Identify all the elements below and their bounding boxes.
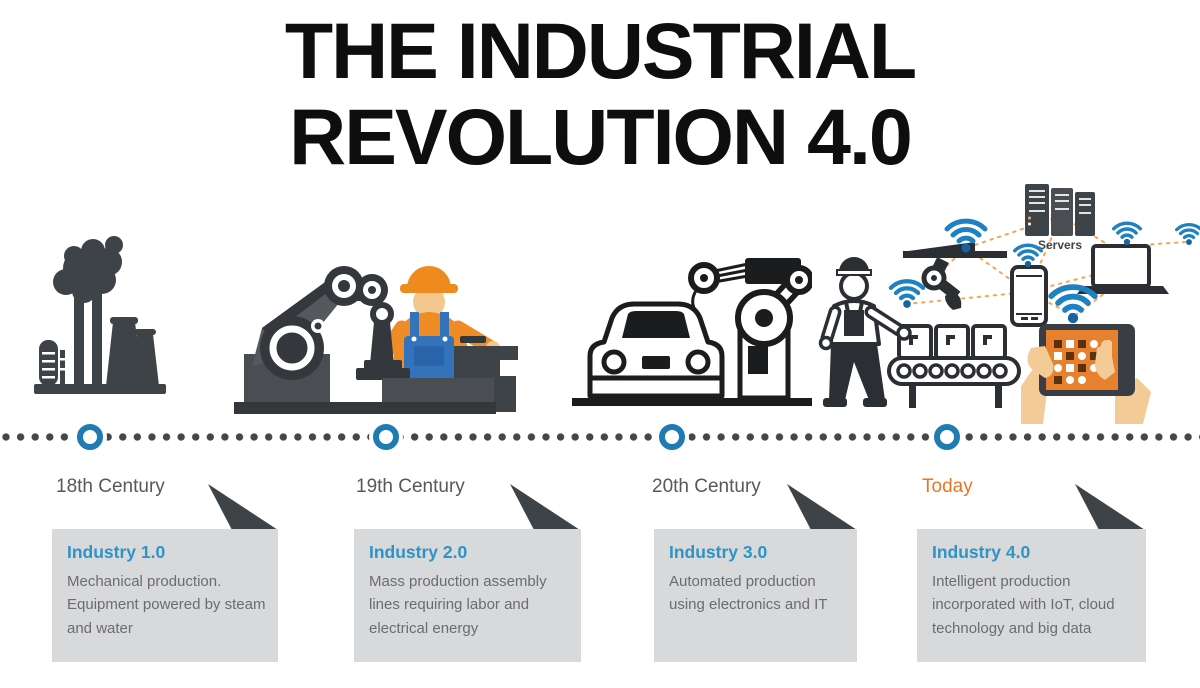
era-century-label-3: 20th Century [652,476,761,497]
era-century-label-1: 18th Century [56,476,165,497]
card-pointer-triangle-1 [208,484,278,530]
industry-card-description-1: Mechanical production. Equipment powered… [67,573,266,637]
card-pointer-triangle-3 [787,484,857,530]
overhead-robot-arm [901,242,1007,310]
factory-worker [818,257,912,407]
industry-card-description-3: Automated production using electronics a… [669,573,828,614]
wifi-icon-tablet [1051,287,1095,323]
timeline-marker-industry-3 [659,424,685,450]
industry-card-description-2: Mass production assembly lines requiring… [369,573,547,637]
factory-tank-lines [42,352,65,379]
card-pointer-triangle-4 [1075,484,1145,530]
industry-card-3: Industry 3.0 Automated production using … [654,529,857,662]
tablet-with-hands [1021,324,1151,424]
page-title: THE INDUSTRIAL REVOLUTION 4.0 [0,6,1200,182]
industry-card-4: Industry 4.0 Intelligent production inco… [917,529,1146,662]
ground-line [572,398,812,406]
timeline-marker-industry-1 [77,424,103,450]
era-century-label-2: 19th Century [356,476,465,497]
industry-card-heading-1: Industry 1.0 [67,542,166,562]
timeline-marker-industry-2 [373,424,399,450]
car [587,301,725,402]
era-century-label-4: Today [922,476,973,497]
card-pointer-triangle-2 [510,484,580,530]
smartphone-icon [1010,265,1048,327]
wifi-icon-laptop [1111,221,1143,247]
wifi-icon-edge [1175,222,1200,247]
page-title-line2: REVOLUTION 4.0 [289,92,913,182]
servers-label: Servers [1038,238,1082,252]
industry-card-description-4: Intelligent production incorporated with… [932,573,1115,637]
timeline-dotted-line [0,431,1200,443]
factory-silhouette [34,236,166,394]
car-robot-arm-illustration [572,258,812,406]
industry-card-heading-3: Industry 3.0 [669,542,768,562]
industry-card-heading-4: Industry 4.0 [932,542,1031,562]
robot-arm [688,258,812,401]
timeline-marker-industry-4 [934,424,960,450]
laptop-icon [1077,244,1169,294]
wifi-icon-phone [1012,243,1044,269]
industry-card-2: Industry 2.0 Mass production assembly li… [354,529,581,662]
servers-icon: Servers [1025,184,1095,252]
page-title-line1: THE INDUSTRIAL [284,6,917,95]
machine-table [234,336,518,414]
industry-card-1: Industry 1.0 Mechanical production. Equi… [52,529,278,662]
wifi-icon-worker [891,281,923,308]
assembly-line-worker-illustration [234,266,518,414]
smart-factory-iot-illustration: Servers [818,184,1200,424]
industry-card-heading-2: Industry 2.0 [369,542,468,562]
steam-factory-illustration [34,236,166,394]
machine-arm [244,266,410,404]
conveyor-belt [887,324,1021,408]
conveyor-boxes [897,324,1007,360]
